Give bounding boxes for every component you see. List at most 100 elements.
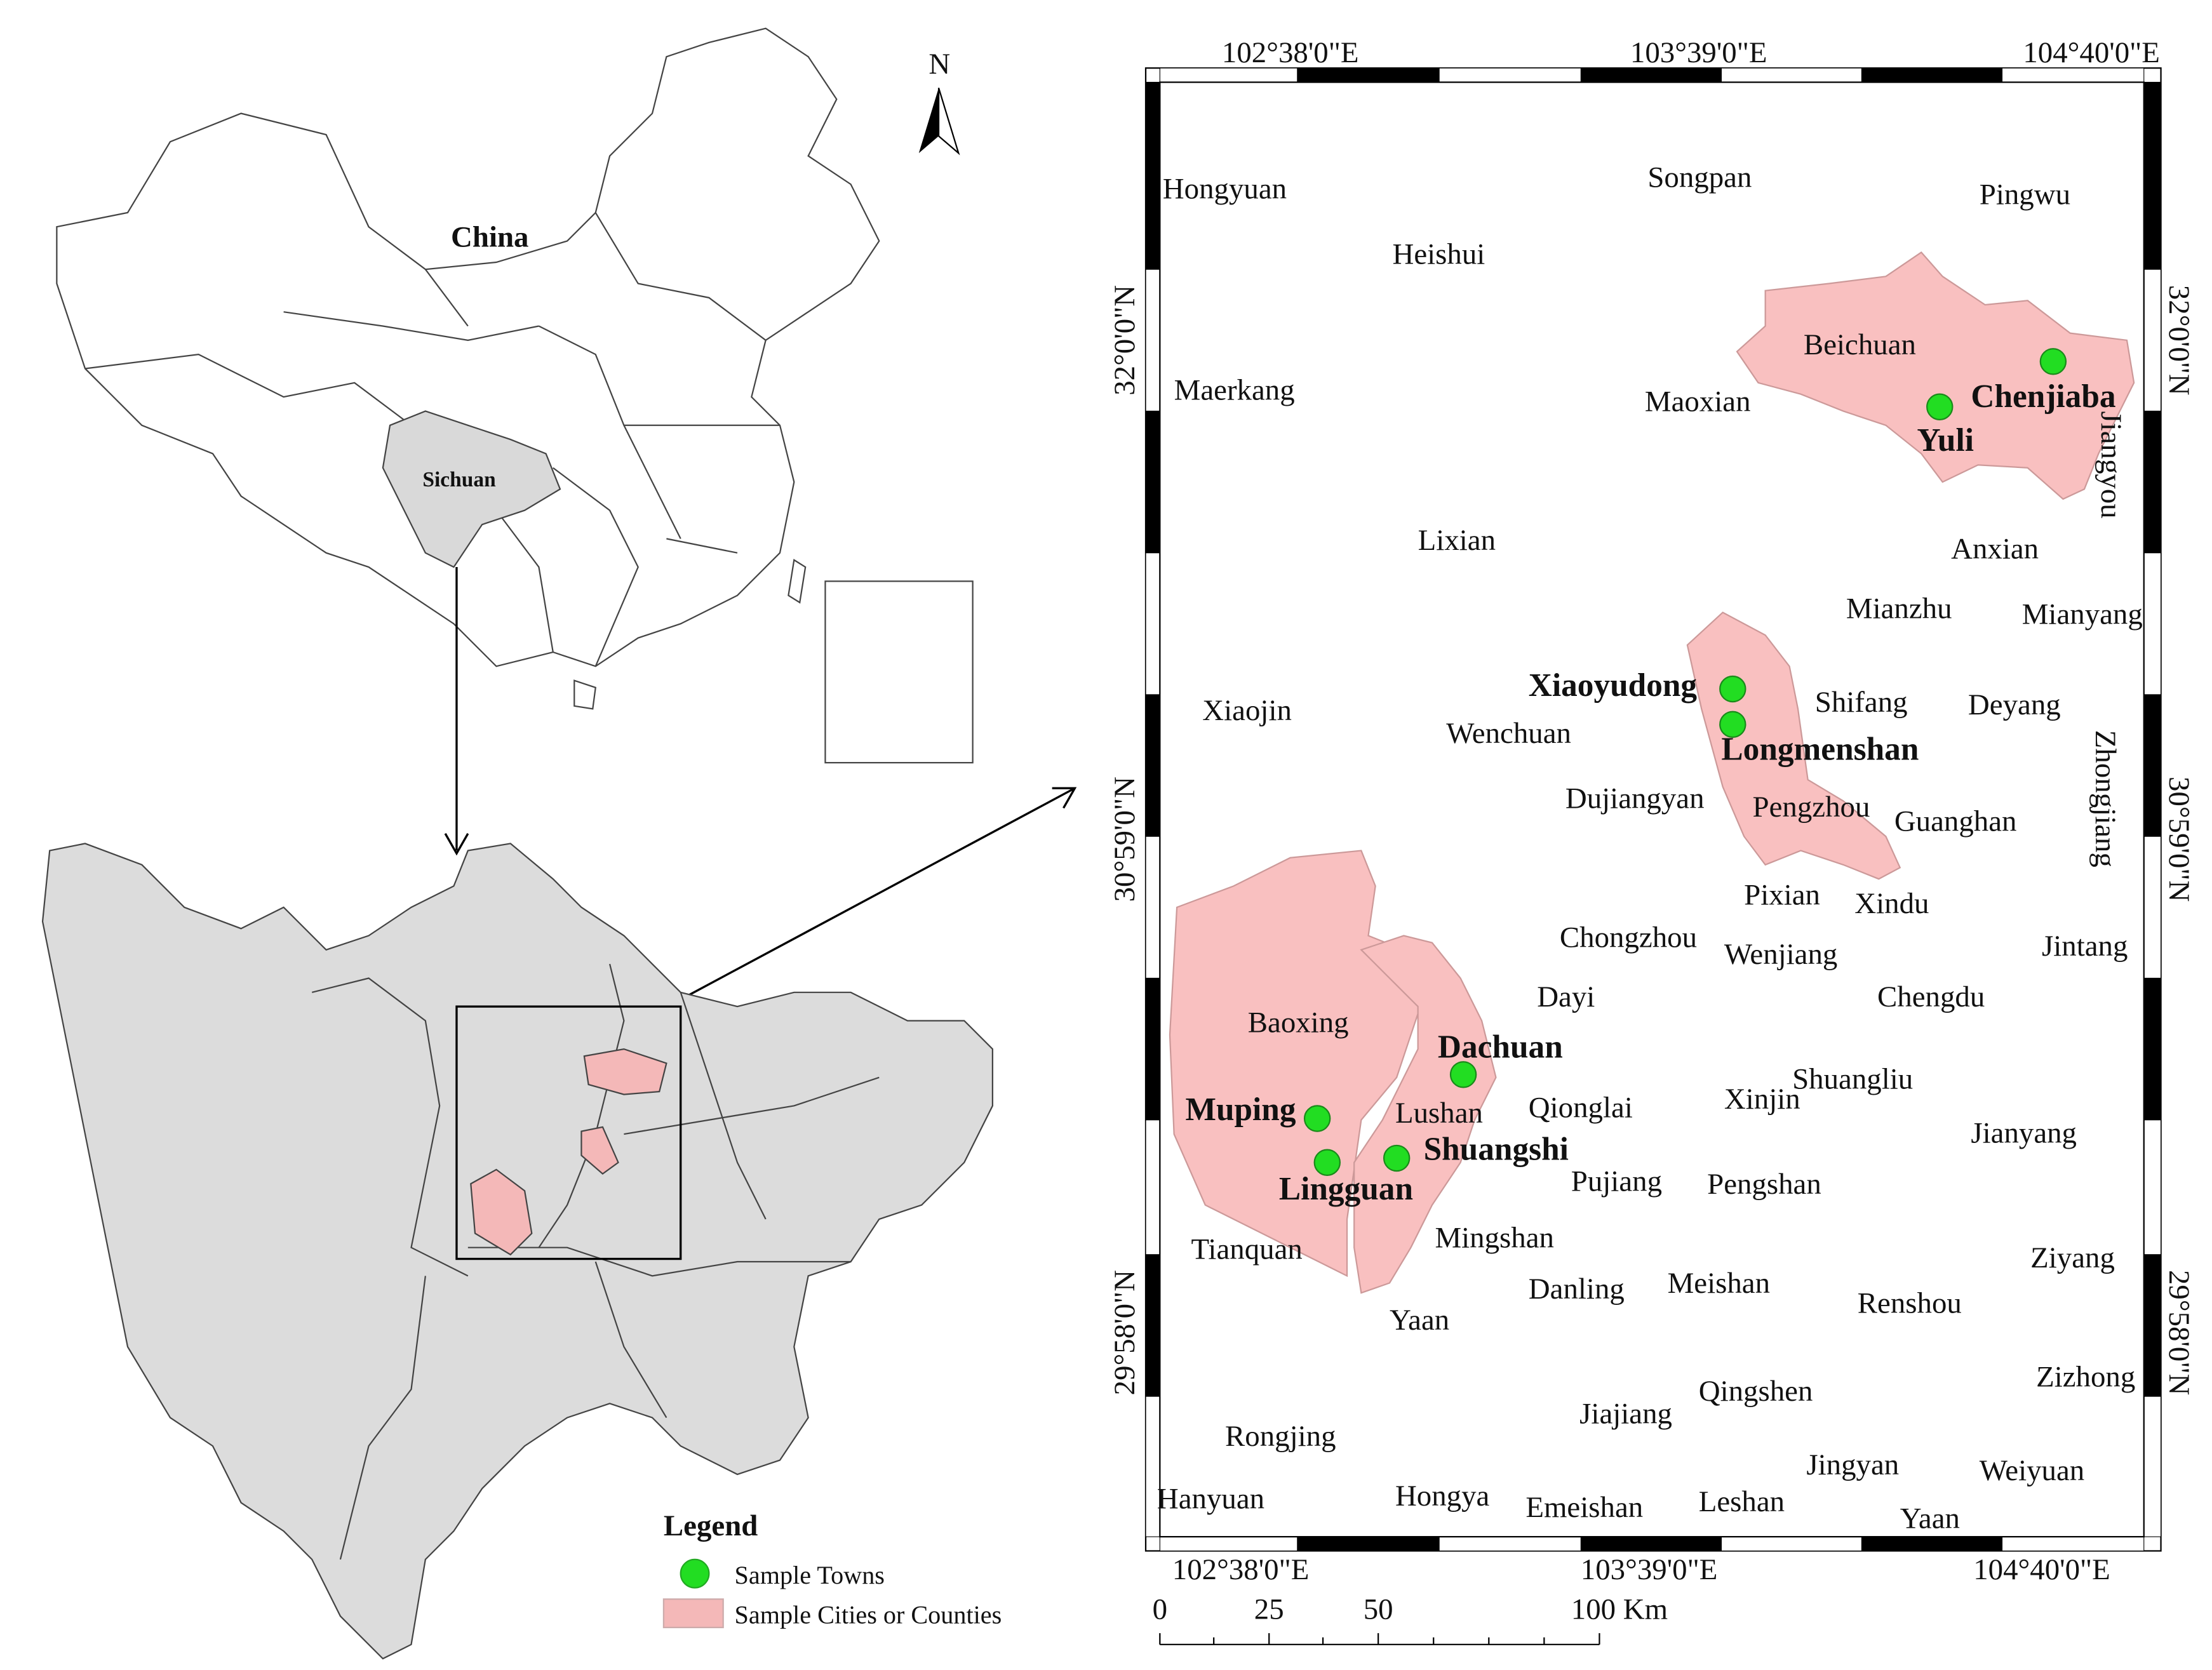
band-segment [1145, 1119, 1160, 1255]
place-label: Danling [1529, 1273, 1625, 1306]
sample-town-label: Dachuan [1438, 1029, 1563, 1065]
place-label: Chengdu [1877, 980, 1985, 1013]
place-label: Pengzhou [1753, 791, 1870, 824]
place-label: Hongya [1395, 1480, 1490, 1513]
china-map [56, 27, 974, 764]
band-segment [1159, 67, 1298, 83]
place-label: Lushan [1395, 1097, 1483, 1130]
coordinate-label: 103°39'0"E [1630, 36, 1767, 69]
place-label: Maerkang [1174, 374, 1295, 407]
arrows [444, 567, 1077, 1001]
place-label: Pujiang [1571, 1165, 1662, 1198]
scale-label: 100 Km [1571, 1593, 1668, 1626]
band-segment [1438, 1536, 1581, 1552]
coordinate-label: 30°59'0"N [1108, 777, 1141, 902]
place-label: Mianyang [2022, 598, 2143, 631]
place-label: Yaan [1900, 1502, 1960, 1535]
place-label: Xindu [1854, 887, 1929, 920]
legend-label: Sample Cities or Counties [735, 1600, 1002, 1629]
coordinate-label: 29°58'0"N [2162, 1270, 2195, 1395]
place-label: Rongjing [1225, 1420, 1336, 1453]
place-label: Pingwu [1980, 178, 2070, 211]
inset-box [824, 580, 974, 764]
place-label: Tianquan [1191, 1233, 1302, 1266]
band-segment [1720, 67, 1863, 83]
band-segment [2143, 977, 2162, 1121]
place-label: Jiangyou [2095, 411, 2128, 518]
legend-title: Legend [664, 1509, 758, 1542]
inner-frame [1159, 81, 2145, 1538]
place-label: Emeishan [1525, 1491, 1643, 1524]
place-label: Deyang [1968, 688, 2061, 721]
band-segment [1145, 81, 1160, 270]
sample-town-dot [1449, 1061, 1477, 1088]
sample-region [1169, 850, 1426, 1278]
legend-swatch [680, 1558, 710, 1589]
sample-region [1736, 251, 2135, 500]
band-segment [1438, 67, 1581, 83]
coordinate-label: 29°58'0"N [1108, 1270, 1141, 1395]
legend-swatch [662, 1598, 724, 1629]
coordinate-label: 32°0'0"N [1108, 285, 1141, 396]
place-labels: Hongyuan Songpan Pingwu Heishui Beichuan Maer… [1157, 161, 2143, 1535]
place-label: Zhongjiang [2089, 730, 2122, 867]
band-segment [1297, 67, 1440, 83]
place-label: Meishan [1668, 1267, 1770, 1300]
sample-town-dot [1926, 393, 1954, 420]
band-segment [1145, 1396, 1160, 1537]
band-segment [2143, 1119, 2162, 1255]
place-label: Heishui [1392, 237, 1485, 271]
band-segment [2143, 81, 2162, 270]
band-segment [2143, 410, 2162, 554]
sichuan-map [41, 843, 994, 1660]
place-label: Anxian [1951, 533, 2039, 566]
place-label: Wenchuan [1446, 717, 1571, 750]
scale-bar [1159, 1633, 1600, 1645]
place-label: Wenjiang [1724, 938, 1837, 971]
sample-town-label: Longmenshan [1721, 731, 1919, 768]
scale-label: 25 [1254, 1593, 1284, 1626]
north-label: N [928, 48, 950, 81]
place-label: Jingyan [1806, 1448, 1899, 1481]
band-segment [2143, 552, 2162, 695]
place-label: Ziyang [2030, 1241, 2115, 1274]
north-arrow [937, 88, 960, 156]
coordinate-label: 103°39'0"E [1581, 1553, 1718, 1586]
band-segment [2143, 836, 2162, 979]
place-label: Guanghan [1894, 805, 2017, 838]
band-segment [1861, 67, 2003, 83]
band-segment [1861, 1536, 2003, 1552]
place-label: Beichuan [1804, 328, 1916, 361]
band-segment [1145, 977, 1160, 1121]
band-segment [1145, 1254, 1160, 1397]
place-label: Dujiangyan [1565, 782, 1705, 815]
coordinate-label: 30°59'0"N [2162, 777, 2195, 902]
band-segment [2143, 269, 2162, 412]
sample-town-dot [1719, 675, 1746, 703]
place-label: Hanyuan [1157, 1482, 1264, 1515]
band-segment [1580, 1536, 1722, 1552]
place-label: Xinjin [1724, 1083, 1800, 1116]
sichuan-overview [382, 410, 561, 568]
band-segment [1297, 1536, 1440, 1552]
place-label: Jiajiang [1579, 1398, 1672, 1431]
place-label: Renshou [1858, 1286, 1962, 1319]
place-label: Leshan [1699, 1485, 1785, 1518]
place-label: Pixian [1744, 878, 1820, 911]
band-segment [1580, 67, 1722, 83]
sample-town-dot [1719, 711, 1746, 738]
place-label: Shifang [1815, 686, 1908, 719]
sample-town-label: Yuli [1917, 422, 1974, 458]
band-segment [2143, 694, 2162, 837]
hainan [573, 679, 596, 710]
coordinate-label: 102°38'0"E [1172, 1553, 1310, 1586]
place-label: Baoxing [1248, 1006, 1349, 1039]
province-boundaries [84, 212, 781, 667]
coordinate-label: 104°40'0"E [2023, 36, 2160, 69]
sichuan-label: Sichuan [422, 468, 496, 491]
sample-town-dot [2039, 348, 2067, 375]
place-label: Maoxian [1645, 385, 1751, 418]
sample-town-dot [1313, 1149, 1341, 1176]
band-segment [1720, 1536, 1863, 1552]
scale-labels: 0 25 50 100 Km [1153, 1593, 1668, 1626]
